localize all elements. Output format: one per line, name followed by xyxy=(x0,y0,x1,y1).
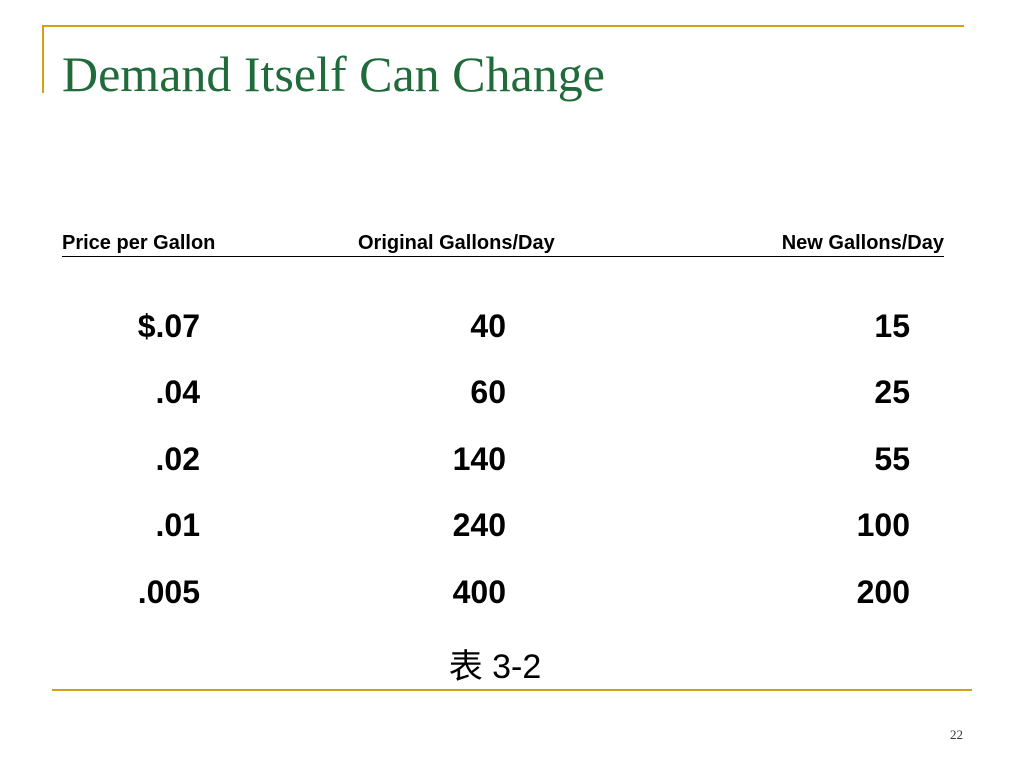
footer-accent-rule xyxy=(52,689,972,691)
table-row: $.07 40 15 xyxy=(0,306,1024,346)
top-accent-rule xyxy=(42,25,964,27)
column-header-price: Price per Gallon xyxy=(62,232,216,254)
table-row: .005 400 200 xyxy=(0,572,1024,612)
table-row: .02 140 55 xyxy=(0,439,1024,479)
new-gallons-cell: 55 xyxy=(874,441,910,477)
page-number: 22 xyxy=(950,727,963,742)
original-gallons-cell: 40 xyxy=(470,308,506,344)
price-cell: .01 xyxy=(155,507,200,543)
table-caption: 表 3-2 xyxy=(448,648,542,686)
new-gallons-cell: 15 xyxy=(874,308,910,344)
table-header-row: Price per Gallon Original Gallons/Day Ne… xyxy=(62,230,944,257)
price-cell: .005 xyxy=(137,574,200,610)
column-header-original: Original Gallons/Day xyxy=(358,232,555,254)
price-cell: $.07 xyxy=(137,308,200,344)
column-header-new: New Gallons/Day xyxy=(781,232,944,254)
new-gallons-cell: 25 xyxy=(874,374,910,410)
new-gallons-cell: 100 xyxy=(856,507,910,543)
original-gallons-cell: 240 xyxy=(452,507,506,543)
new-gallons-cell: 200 xyxy=(856,574,910,610)
slide-title: Demand Itself Can Change xyxy=(62,46,605,102)
original-gallons-cell: 140 xyxy=(452,441,506,477)
original-gallons-cell: 60 xyxy=(470,374,506,410)
price-cell: .04 xyxy=(155,374,200,410)
left-accent-rule xyxy=(42,25,44,93)
price-cell: .02 xyxy=(155,441,200,477)
original-gallons-cell: 400 xyxy=(452,574,506,610)
table-row: .01 240 100 xyxy=(0,505,1024,545)
table-row: .04 60 25 xyxy=(0,372,1024,412)
